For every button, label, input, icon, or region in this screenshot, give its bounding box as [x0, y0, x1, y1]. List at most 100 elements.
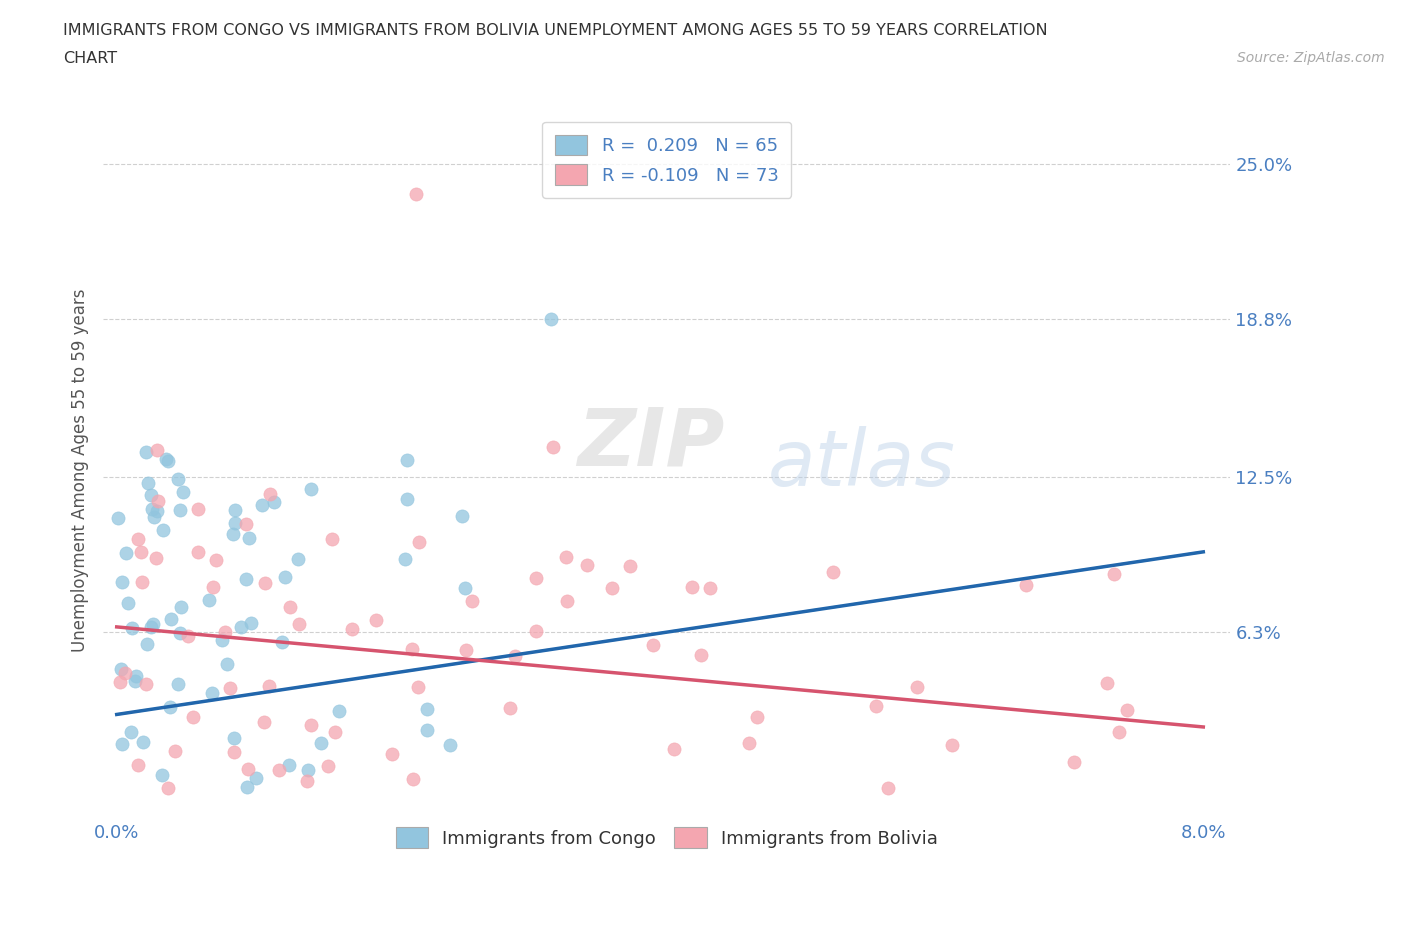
Point [1116, 702, 1139, 717]
Point [267, 763, 290, 777]
Point [135, 445, 157, 459]
Point [159, 699, 181, 714]
Point [221, 527, 243, 542]
Point [142, 617, 165, 631]
Point [155, 451, 177, 466]
Point [451, 508, 474, 523]
Text: atlas: atlas [768, 426, 956, 501]
Point [156, 453, 179, 468]
Point [295, 774, 318, 789]
Point [131, 545, 153, 560]
Point [555, 593, 578, 608]
Point [224, 516, 246, 531]
Point [316, 758, 339, 773]
Point [146, 503, 169, 518]
Point [271, 635, 294, 650]
Point [575, 558, 598, 573]
Point [745, 710, 768, 724]
Point [905, 680, 928, 695]
Point [499, 701, 522, 716]
Point [406, 680, 429, 695]
Point [139, 487, 162, 502]
Point [278, 758, 301, 773]
Point [146, 494, 169, 509]
Point [600, 581, 623, 596]
Point [340, 621, 363, 636]
Point [211, 632, 233, 647]
Point [187, 545, 209, 560]
Point [114, 666, 136, 681]
Point [177, 629, 200, 644]
Point [136, 637, 159, 652]
Point [323, 724, 346, 739]
Point [238, 762, 260, 777]
Point [689, 647, 711, 662]
Point [366, 612, 388, 627]
Point [309, 736, 332, 751]
Point [503, 648, 526, 663]
Text: Source: ZipAtlas.com: Source: ZipAtlas.com [1237, 51, 1385, 65]
Point [554, 550, 576, 565]
Point [114, 546, 136, 561]
Point [738, 736, 761, 751]
Point [238, 531, 260, 546]
Point [125, 669, 148, 684]
Point [172, 485, 194, 499]
Point [117, 595, 139, 610]
Point [224, 744, 246, 759]
Point [169, 503, 191, 518]
Point [156, 780, 179, 795]
Point [224, 503, 246, 518]
Point [865, 698, 887, 713]
Point [165, 743, 187, 758]
Point [1015, 578, 1038, 592]
Point [416, 723, 439, 737]
Point [198, 592, 221, 607]
Point [146, 442, 169, 457]
Text: IMMIGRANTS FROM CONGO VS IMMIGRANTS FROM BOLIVIA UNEMPLOYMENT AMONG AGES 55 TO 5: IMMIGRANTS FROM CONGO VS IMMIGRANTS FROM… [63, 23, 1047, 38]
Point [170, 599, 193, 614]
Point [110, 737, 132, 751]
Point [408, 535, 430, 550]
Text: CHART: CHART [63, 51, 117, 66]
Point [187, 501, 209, 516]
Point [439, 737, 461, 752]
Y-axis label: Unemployment Among Ages 55 to 59 years: Unemployment Among Ages 55 to 59 years [72, 289, 89, 652]
Point [395, 492, 418, 507]
Point [821, 565, 844, 579]
Point [218, 681, 240, 696]
Point [1108, 725, 1130, 740]
Point [662, 742, 685, 757]
Point [381, 747, 404, 762]
Point [681, 580, 703, 595]
Point [150, 768, 173, 783]
Point [110, 662, 132, 677]
Point [235, 572, 257, 587]
Point [169, 625, 191, 640]
Point [120, 724, 142, 739]
Point [138, 475, 160, 490]
Point [299, 717, 322, 732]
Point [135, 676, 157, 691]
Point [254, 575, 277, 590]
Point [131, 734, 153, 749]
Point [229, 620, 252, 635]
Point [274, 569, 297, 584]
Point [699, 580, 721, 595]
Point [1095, 675, 1118, 690]
Point [461, 593, 484, 608]
Point [201, 685, 224, 700]
Legend: Immigrants from Congo, Immigrants from Bolivia: Immigrants from Congo, Immigrants from B… [387, 818, 948, 857]
Point [524, 624, 547, 639]
Point [107, 511, 129, 525]
Point [263, 495, 285, 510]
Point [1063, 754, 1085, 769]
Point [540, 312, 562, 326]
Point [108, 674, 131, 689]
Point [287, 551, 309, 566]
Point [139, 620, 162, 635]
Point [405, 187, 427, 202]
Point [876, 780, 898, 795]
Point [201, 579, 224, 594]
Point [297, 763, 319, 777]
